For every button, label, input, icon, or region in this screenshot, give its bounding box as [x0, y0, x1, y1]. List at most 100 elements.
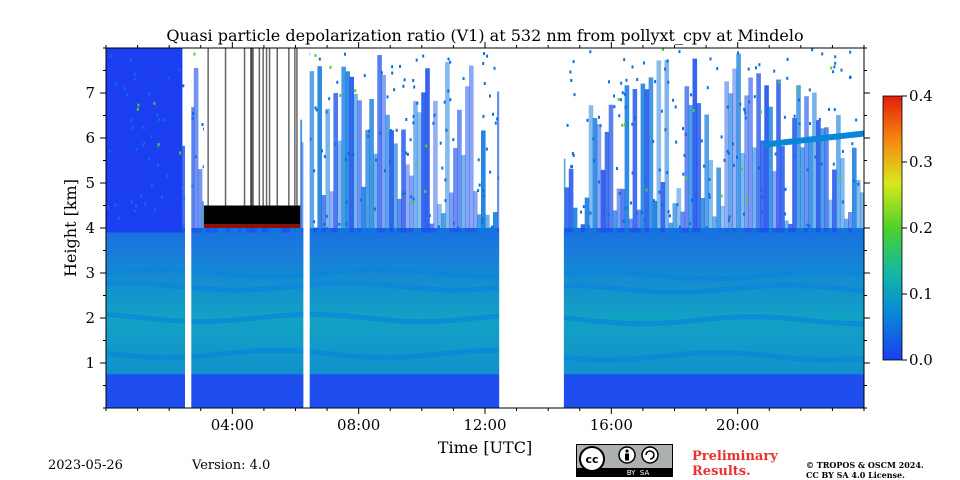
noise-speckle — [425, 144, 428, 148]
noise-speckle — [344, 52, 346, 56]
noise-speckle — [664, 128, 667, 132]
noise-speckle — [492, 112, 494, 116]
noise-speckle — [132, 126, 135, 130]
noise-speckle — [193, 52, 196, 56]
noise-column — [796, 85, 801, 233]
noise-column — [353, 93, 358, 233]
noise-speckle — [723, 158, 726, 162]
noise-column — [357, 100, 362, 233]
noise-column — [181, 145, 187, 233]
noise-column — [664, 60, 670, 233]
chart-title: Quasi particle depolarization ratio (V1)… — [166, 26, 803, 45]
noise-speckle — [840, 68, 843, 72]
noise-column — [736, 53, 741, 233]
noise-speckle — [201, 123, 204, 126]
noise-speckle — [389, 222, 392, 226]
noise-speckle — [157, 163, 159, 167]
noise-speckle — [644, 178, 647, 182]
noise-speckle — [328, 97, 331, 101]
noise-column — [636, 209, 642, 233]
noise-column — [832, 169, 837, 233]
noise-speckle — [401, 192, 404, 196]
noise-column — [193, 67, 199, 233]
noise-speckle — [462, 77, 465, 81]
noise-column — [125, 48, 131, 233]
noise-column — [808, 140, 813, 233]
noise-column — [149, 48, 155, 233]
noise-column — [860, 192, 864, 233]
noise-column — [696, 103, 701, 233]
no-data-gap — [499, 48, 564, 408]
noise-speckle — [137, 103, 140, 107]
noise-speckle — [444, 178, 447, 182]
noise-speckle — [130, 118, 133, 122]
noise-column — [748, 77, 753, 233]
noise-speckle — [314, 54, 317, 57]
noise-column — [820, 128, 825, 233]
noise-speckle — [833, 65, 836, 69]
noise-speckle — [760, 110, 762, 114]
noise-speckle — [180, 185, 183, 189]
noise-speckle — [405, 118, 408, 121]
x-tick-label: 12:00 — [463, 416, 506, 434]
noise-column — [325, 108, 330, 233]
noise-speckle — [761, 210, 763, 214]
noise-speckle — [728, 215, 731, 219]
noise-speckle — [161, 195, 163, 199]
noise-speckle — [664, 67, 667, 71]
noise-column — [453, 147, 458, 233]
noise-column — [477, 214, 482, 233]
noise-speckle — [684, 132, 687, 136]
noise-speckle — [598, 115, 600, 119]
noise-speckle — [566, 123, 569, 127]
noise-column — [652, 200, 658, 233]
noise-speckle — [154, 208, 157, 212]
noise-speckle — [482, 62, 485, 65]
noise-column — [692, 58, 698, 233]
near-surface-layer — [106, 374, 864, 408]
y-axis-label: Height [km] — [61, 179, 80, 277]
noise-speckle — [163, 118, 165, 122]
noise-speckle — [443, 100, 446, 104]
noise-speckle — [675, 140, 678, 144]
y-tick-label: 6 — [85, 129, 95, 147]
noise-speckle — [857, 182, 860, 186]
noise-speckle — [660, 109, 663, 113]
noise-column — [481, 130, 486, 233]
noise-speckle — [452, 221, 455, 225]
noise-speckle — [617, 97, 620, 101]
noise-speckle — [412, 197, 415, 201]
cloud-streak — [262, 48, 264, 206]
noise-speckle — [571, 152, 574, 155]
cloud-streak — [250, 48, 252, 206]
noise-column — [660, 182, 666, 233]
noise-column — [169, 48, 175, 233]
noise-speckle — [437, 225, 440, 229]
noise-column — [644, 89, 650, 233]
noise-column — [317, 66, 322, 233]
noise-speckle — [422, 54, 425, 58]
noise-speckle — [129, 58, 132, 62]
noise-column — [425, 68, 430, 233]
noise-speckle — [326, 227, 329, 231]
noise-speckle — [191, 116, 194, 120]
noise-speckle — [690, 93, 692, 97]
noise-speckle — [489, 94, 491, 98]
noise-speckle — [202, 214, 205, 217]
noise-speckle — [110, 54, 113, 58]
aerosol-layer — [106, 267, 864, 282]
noise-speckle — [133, 72, 136, 76]
noise-speckle — [613, 105, 616, 109]
noise-speckle — [700, 139, 703, 143]
colorbar-tick-label: 0.4 — [909, 87, 933, 105]
noise-column — [616, 188, 622, 233]
noise-speckle — [643, 218, 646, 222]
noise-column — [772, 171, 777, 233]
noise-speckle — [814, 155, 817, 159]
noise-speckle — [477, 158, 480, 162]
noise-speckle — [388, 160, 391, 164]
preliminary-line-1: Preliminary — [692, 449, 778, 464]
noise-column — [584, 197, 590, 233]
noise-speckle — [410, 195, 413, 199]
